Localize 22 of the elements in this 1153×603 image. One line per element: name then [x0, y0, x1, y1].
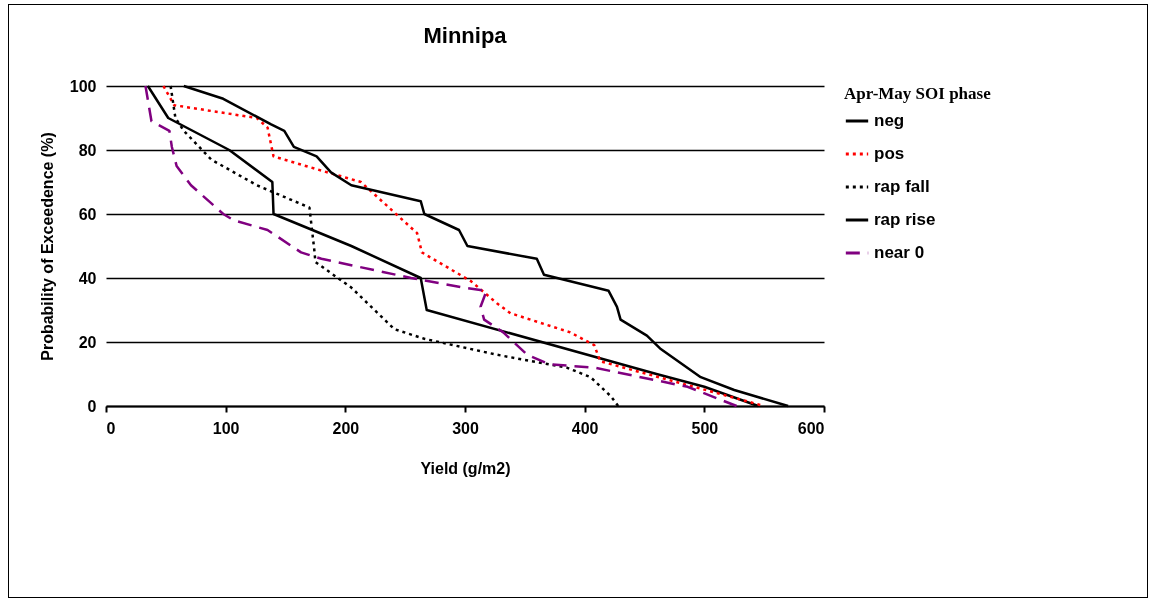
y-tick-label: 100 [69, 77, 97, 95]
legend-label: near 0 [874, 243, 925, 262]
x-tick-label: 400 [571, 419, 599, 437]
y-tick-label: 80 [78, 141, 97, 159]
y-tick-label: 0 [87, 397, 97, 415]
legend-label: pos [874, 144, 905, 163]
x-tick-label: 100 [212, 419, 240, 437]
y-axis-title: Probability of Exceedence (%) [38, 132, 56, 361]
x-tick-label: 0 [106, 419, 116, 437]
y-tick-label: 60 [78, 205, 97, 223]
legend-title: Apr-May SOI phase [844, 84, 992, 103]
legend-label: rap rise [874, 210, 936, 229]
x-tick-label: 200 [332, 419, 360, 437]
y-tick-label: 40 [78, 269, 97, 287]
y-tick-label: 20 [78, 333, 97, 351]
x-tick-label: 500 [691, 419, 719, 437]
x-tick-label: 300 [452, 419, 479, 437]
x-axis-title: Yield (g/m2) [420, 459, 511, 477]
x-tick-label: 600 [797, 419, 825, 437]
legend-label: rap fall [874, 177, 930, 196]
chart-title: Minnipa [423, 23, 508, 48]
legend-label: neg [874, 111, 905, 130]
